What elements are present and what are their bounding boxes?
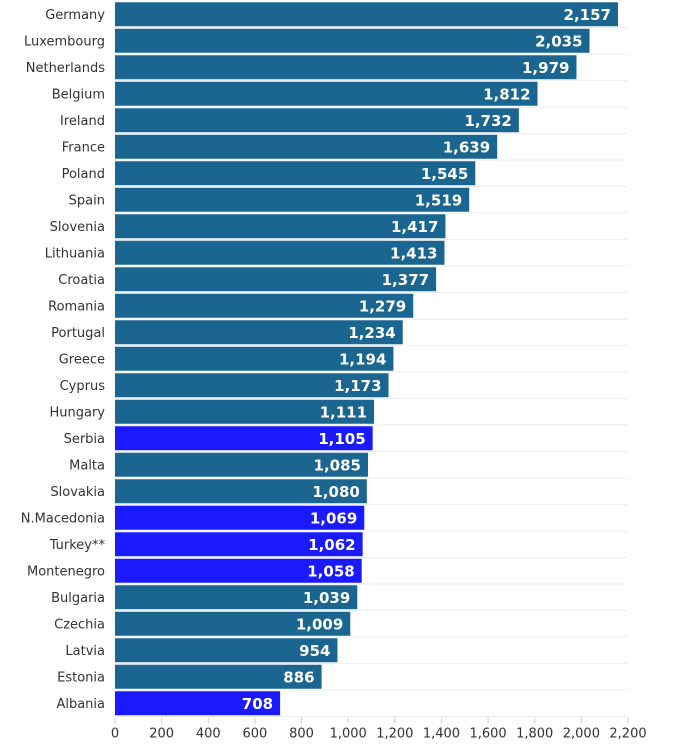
category-label: Latvia xyxy=(65,644,105,659)
value-label: 2,035 xyxy=(535,32,582,50)
x-tick-label: 1,400 xyxy=(423,727,460,742)
value-label: 1,105 xyxy=(318,430,365,448)
x-tick-label: 800 xyxy=(289,727,314,742)
category-label: Hungary xyxy=(49,405,105,420)
x-tick-label: 200 xyxy=(149,727,174,742)
bar-slovakia xyxy=(115,479,367,504)
value-label: 1,009 xyxy=(296,615,343,633)
category-label: Netherlands xyxy=(26,61,105,76)
bar-latvia xyxy=(115,638,338,663)
bar-romania xyxy=(115,293,414,318)
bar-czechia xyxy=(115,611,351,636)
value-label: 1,069 xyxy=(310,509,357,527)
bar-albania xyxy=(115,691,281,716)
x-tick-label: 1,800 xyxy=(516,727,553,742)
category-label: Slovenia xyxy=(50,220,105,235)
bar-montenegro xyxy=(115,558,362,583)
x-tick-label: 400 xyxy=(196,727,221,742)
value-label: 1,058 xyxy=(307,562,354,580)
bar-serbia xyxy=(115,426,373,451)
value-label: 1,085 xyxy=(314,456,361,474)
category-label: Germany xyxy=(45,8,105,23)
x-tick-label: 1,000 xyxy=(330,727,367,742)
bar-france xyxy=(115,134,498,159)
bar-cyprus xyxy=(115,373,389,398)
category-label: Cyprus xyxy=(60,379,106,394)
category-label: Serbia xyxy=(64,432,105,447)
bar-spain xyxy=(115,187,470,212)
value-label: 1,377 xyxy=(382,271,429,289)
value-label: 954 xyxy=(299,642,330,660)
category-label: Poland xyxy=(62,167,105,182)
category-label: Czechia xyxy=(54,617,105,632)
x-tick-label: 600 xyxy=(242,727,267,742)
value-label: 1,039 xyxy=(303,589,350,607)
bar-malta xyxy=(115,452,369,477)
value-label: 708 xyxy=(242,695,273,713)
value-label: 1,062 xyxy=(308,536,355,554)
bar-croatia xyxy=(115,267,437,292)
category-label: Bulgaria xyxy=(51,591,105,606)
bar-estonia xyxy=(115,664,322,689)
category-label: Turkey** xyxy=(49,538,106,553)
bar-germany xyxy=(115,2,618,27)
category-label: Albania xyxy=(56,697,105,712)
bar-ireland xyxy=(115,108,519,133)
category-label: Belgium xyxy=(52,87,105,102)
category-label: Malta xyxy=(69,458,105,473)
value-label: 1,545 xyxy=(421,165,468,183)
value-label: 1,639 xyxy=(443,138,490,156)
category-label: Croatia xyxy=(58,273,105,288)
bar-greece xyxy=(115,346,394,371)
bar-belgium xyxy=(115,81,538,106)
x-tick-label: 1,600 xyxy=(469,727,506,742)
category-label: Luxembourg xyxy=(24,34,105,49)
bar-netherlands xyxy=(115,55,577,80)
bar-lithuania xyxy=(115,240,445,265)
category-label: Lithuania xyxy=(45,246,105,261)
value-label: 1,812 xyxy=(483,85,530,103)
value-label: 1,234 xyxy=(348,324,395,342)
category-label: N.Macedonia xyxy=(21,511,105,526)
value-label: 1,519 xyxy=(415,191,462,209)
value-label: 1,413 xyxy=(390,244,437,262)
category-label: Spain xyxy=(69,193,105,208)
bar-luxembourg xyxy=(115,28,590,53)
x-tick-label: 2,000 xyxy=(563,727,600,742)
category-label: Portugal xyxy=(51,326,105,341)
value-label: 1,080 xyxy=(312,483,359,501)
bar-poland xyxy=(115,161,476,186)
bar-hungary xyxy=(115,399,375,424)
category-label: Slovakia xyxy=(50,485,105,500)
category-label: Ireland xyxy=(60,114,105,129)
value-label: 1,194 xyxy=(339,350,386,368)
bar-portugal xyxy=(115,320,403,345)
category-label: Greece xyxy=(59,352,105,367)
value-label: 1,979 xyxy=(522,59,569,77)
category-label: Romania xyxy=(48,299,105,314)
value-label: 2,157 xyxy=(564,6,611,24)
value-label: 1,732 xyxy=(464,112,511,130)
category-label: Estonia xyxy=(57,670,105,685)
value-label: 886 xyxy=(283,668,314,686)
value-label: 1,111 xyxy=(320,403,367,421)
value-label: 1,279 xyxy=(359,297,406,315)
x-tick-label: 1,200 xyxy=(376,727,413,742)
bar-slovenia xyxy=(115,214,446,239)
value-label: 1,173 xyxy=(334,377,381,395)
bar-bulgaria xyxy=(115,585,358,610)
bar-turkey xyxy=(115,532,363,557)
category-label: Montenegro xyxy=(27,564,105,579)
category-label: France xyxy=(62,140,105,155)
x-tick-label: 0 xyxy=(111,727,119,742)
value-label: 1,417 xyxy=(391,218,438,236)
bar-nmacedonia xyxy=(115,505,365,530)
x-tick-label: 2,200 xyxy=(609,727,646,742)
